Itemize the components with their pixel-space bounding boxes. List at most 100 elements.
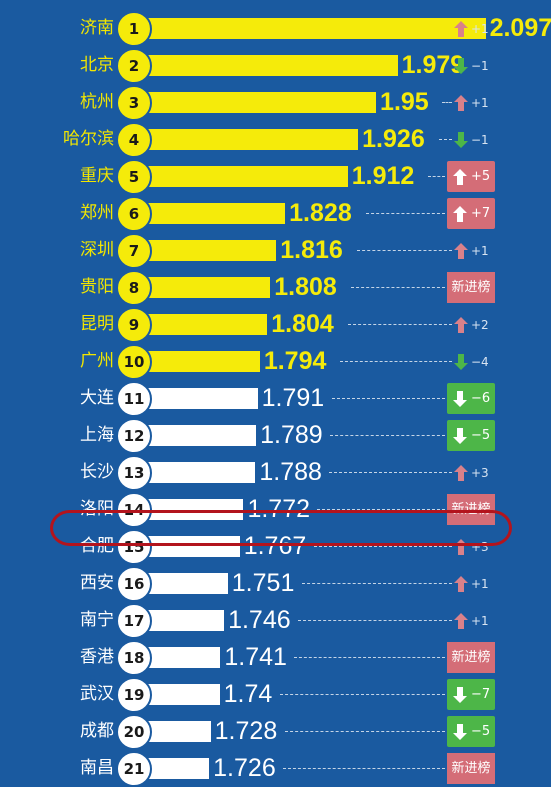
ranking-row: 重庆 5 1.912 +5 [0, 158, 551, 195]
rank-badge: 16 [116, 566, 152, 602]
value-bar [130, 240, 277, 261]
rank-change: +1 [447, 568, 495, 599]
city-label: 杭州 [80, 92, 114, 112]
rank-badge: 15 [116, 529, 152, 565]
city-label: 武汉 [80, 684, 114, 704]
rank-badge: 6 [116, 196, 152, 232]
city-label: 广州 [80, 351, 114, 371]
arrow-up-icon [454, 317, 468, 333]
leader-line [283, 768, 445, 769]
arrow-down-icon [454, 132, 468, 148]
leader-line [442, 102, 452, 103]
rank-badge: 13 [116, 455, 152, 491]
arrow-down-icon [454, 58, 468, 74]
leader-line [428, 176, 445, 177]
ranking-row: 杭州 3 1.95 +1 [0, 84, 551, 121]
value-label: 1.772 [247, 495, 310, 523]
new-entry-badge: 新进榜 [447, 642, 495, 673]
rank-change-value: +1 [471, 614, 489, 628]
rank-change: −5 [447, 716, 495, 747]
ranking-row: 南昌 21 1.726 新进榜 [0, 750, 551, 787]
leader-line [350, 287, 445, 288]
ranking-row: 南宁 17 1.746 +1 [0, 602, 551, 639]
leader-line [438, 139, 452, 140]
value-label: 1.926 [362, 125, 425, 153]
leader-line [331, 398, 445, 399]
rank-badge: 1 [116, 11, 152, 47]
value-label: 1.794 [263, 347, 327, 375]
ranking-row: 昆明 9 1.804 +2 [0, 306, 551, 343]
rank-change-value: −4 [471, 355, 489, 369]
value-label: 2.097 [489, 14, 551, 42]
leader-line [284, 731, 445, 732]
city-label: 深圳 [80, 240, 114, 260]
value-bar [130, 203, 286, 224]
arrow-down-icon [453, 391, 467, 407]
arrow-down-icon [453, 724, 467, 740]
value-bar [130, 647, 221, 668]
city-label: 昆明 [80, 314, 114, 334]
arrow-down-icon [453, 428, 467, 444]
rank-change-value: +1 [471, 96, 489, 110]
arrow-up-icon [453, 169, 467, 185]
ranking-row: 北京 2 1.979 −1 [0, 47, 551, 84]
arrow-up-icon [454, 613, 468, 629]
ranking-row: 成都 20 1.728 −5 [0, 713, 551, 750]
ranking-row: 贵阳 8 1.808 新进榜 [0, 269, 551, 306]
city-label: 香港 [80, 647, 114, 667]
ranking-row: 郑州 6 1.828 +7 [0, 195, 551, 232]
arrow-down-icon [454, 354, 468, 370]
value-bar [130, 462, 256, 483]
highlight-ring [50, 510, 512, 546]
rank-change: +1 [447, 87, 495, 118]
city-label: 大连 [80, 388, 114, 408]
rank-badge: 5 [116, 159, 152, 195]
leader-line [347, 324, 452, 325]
value-label: 1.751 [231, 569, 295, 597]
value-bar [130, 166, 348, 187]
city-label: 重庆 [80, 166, 114, 186]
value-bar [130, 388, 258, 409]
value-label: 1.816 [280, 236, 343, 264]
rank-change: +1 [447, 605, 495, 636]
value-bar [130, 573, 228, 594]
rank-badge: 7 [116, 233, 152, 269]
rank-change: +3 [447, 457, 495, 488]
new-entry-badge: 新进榜 [447, 494, 495, 525]
ranking-row: 深圳 7 1.816 +1 [0, 232, 551, 269]
value-bar [130, 351, 260, 372]
rank-change-value: −6 [471, 391, 491, 406]
value-bar [130, 277, 271, 298]
leader-line [329, 472, 452, 473]
leader-line [317, 509, 445, 510]
ranking-row: 香港 18 1.741 新进榜 [0, 639, 551, 676]
rank-change-value: −1 [471, 59, 489, 73]
rank-badge: 18 [116, 640, 152, 676]
ranking-row: 广州 10 1.794 −4 [0, 343, 551, 380]
value-label: 1.74 [223, 680, 273, 708]
leader-line [294, 657, 445, 658]
rank-change: −1 [447, 50, 495, 81]
value-label: 1.789 [260, 421, 323, 449]
leader-line [330, 435, 445, 436]
rank-change-value: +1 [471, 577, 489, 591]
rank-change-value: −7 [471, 687, 491, 702]
value-label: 1.791 [261, 384, 325, 412]
ranking-row: 上海 12 1.789 −5 [0, 417, 551, 454]
rank-badge: 8 [116, 270, 152, 306]
arrow-up-icon [454, 465, 468, 481]
city-label: 哈尔滨 [63, 129, 114, 149]
rank-change-value: −5 [471, 724, 491, 739]
leader-line [340, 361, 452, 362]
city-label: 洛阳 [80, 499, 114, 519]
rank-change: −1 [447, 124, 495, 155]
value-label: 1.728 [214, 717, 278, 745]
rank-change: −4 [447, 346, 495, 377]
value-label: 1.767 [243, 532, 307, 560]
value-bar [130, 314, 268, 335]
new-entry-badge: 新进榜 [447, 272, 495, 303]
value-bar [130, 536, 240, 557]
rank-change-value: +2 [471, 318, 489, 332]
arrow-down-icon [453, 687, 467, 703]
arrow-up-icon [454, 243, 468, 259]
